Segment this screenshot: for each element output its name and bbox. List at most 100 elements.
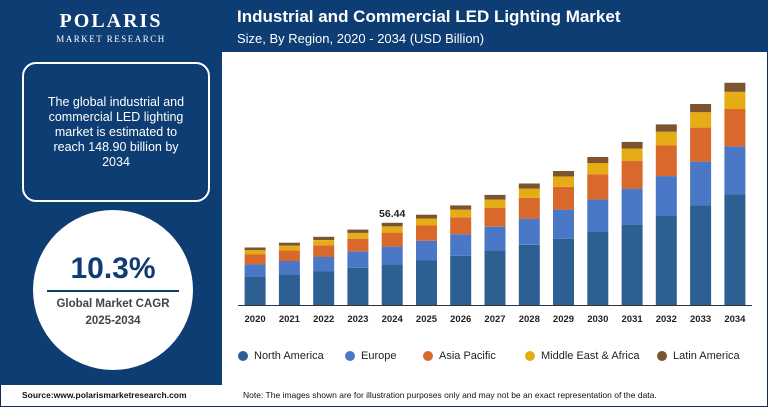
bar-segment-2027-europe bbox=[484, 226, 506, 251]
bar-segment-2020-latin-america bbox=[244, 247, 266, 251]
bar-segment-2026-north-america bbox=[450, 255, 472, 305]
bar-segment-2022-middle-east-africa bbox=[313, 240, 335, 246]
x-tick-label: 2030 bbox=[587, 314, 608, 325]
bar-segment-2020-middle-east-africa bbox=[244, 250, 266, 255]
chart-subtitle: Size, By Region, 2020 - 2034 (USD Billio… bbox=[237, 31, 485, 46]
x-tick-label: 2032 bbox=[656, 314, 677, 325]
brand-logo: POLARIS bbox=[59, 10, 163, 32]
legend-swatch bbox=[423, 351, 433, 362]
summary-text: The global industrial and commercial LED… bbox=[47, 94, 185, 169]
bar-segment-2023-asia-pacific bbox=[347, 238, 369, 252]
cagr-circle: 10.3% Global Market CAGR 2025-2034 bbox=[33, 210, 193, 370]
cagr-label: Global Market CAGR bbox=[56, 298, 170, 310]
cagr-value: 10.3% bbox=[70, 252, 156, 285]
legend-item: Europe bbox=[345, 350, 396, 362]
bar-segment-2023-europe bbox=[347, 251, 369, 268]
x-tick-label: 2033 bbox=[690, 314, 711, 325]
x-tick-label: 2024 bbox=[382, 314, 404, 325]
bar-segment-2032-middle-east-africa bbox=[655, 131, 677, 146]
bar-segment-2027-north-america bbox=[484, 250, 506, 305]
bar-segment-2020-north-america bbox=[244, 276, 266, 305]
bar-segment-2033-asia-pacific bbox=[690, 127, 712, 162]
bar-segment-2024-north-america bbox=[381, 264, 403, 305]
legend-swatch bbox=[657, 351, 667, 362]
bar-segment-2029-asia-pacific bbox=[553, 186, 574, 210]
x-tick-label: 2034 bbox=[724, 314, 746, 325]
bar-segment-2025-europe bbox=[416, 240, 437, 261]
left-panel: POLARIS MARKET RESEARCH The global indus… bbox=[0, 0, 222, 385]
bar-segment-2029-north-america bbox=[553, 238, 574, 305]
bar-segment-2028-middle-east-africa bbox=[518, 188, 540, 198]
bar-segment-2033-north-america bbox=[690, 205, 712, 305]
bar-segment-2026-latin-america bbox=[450, 205, 472, 210]
legend-label: Middle East & Africa bbox=[541, 350, 640, 363]
x-tick-label: 2021 bbox=[279, 314, 301, 325]
x-tick-label: 2023 bbox=[347, 314, 368, 325]
legend-swatch bbox=[345, 351, 355, 362]
cagr-period: 2025-2034 bbox=[85, 315, 141, 327]
bar-segment-2024-latin-america bbox=[381, 222, 403, 227]
bar-segment-2029-europe bbox=[553, 209, 574, 239]
bar-segment-2032-europe bbox=[655, 176, 677, 216]
bar-segment-2031-asia-pacific bbox=[621, 161, 643, 189]
x-tick-label: 2025 bbox=[416, 314, 438, 325]
bar-segment-2031-europe bbox=[621, 188, 643, 225]
bar-segment-2020-europe bbox=[244, 264, 266, 277]
bar-segment-2033-europe bbox=[690, 161, 712, 206]
summary-box: The global industrial and commercial LED… bbox=[22, 62, 210, 202]
chart-legend: North America Europe Asia Pacific Middle Ea… bbox=[230, 350, 760, 368]
bar-segment-2033-latin-america bbox=[690, 104, 712, 113]
stacked-bar-chart: 2020 2021 2022 2023 2024 2025 2026 2027 2028 2029… bbox=[238, 82, 752, 325]
bar-segment-2021-europe bbox=[278, 261, 300, 275]
bar-segment-2034-middle-east-africa bbox=[724, 91, 746, 109]
source-text: Source:www.polarismarketresearch.com bbox=[22, 390, 187, 400]
bar-segment-2022-asia-pacific bbox=[313, 245, 335, 257]
bar-segment-2024-asia-pacific bbox=[381, 232, 403, 247]
bar-segment-2032-north-america bbox=[655, 215, 677, 305]
x-tick-label: 2028 bbox=[519, 314, 540, 325]
bar-segment-2027-asia-pacific bbox=[484, 208, 506, 227]
bar-segment-2029-middle-east-africa bbox=[553, 176, 574, 187]
bar-segment-2028-europe bbox=[518, 218, 540, 245]
legend-item: Latin America bbox=[657, 350, 740, 362]
bar-segment-2025-latin-america bbox=[416, 214, 437, 219]
bar-segment-2025-north-america bbox=[416, 260, 437, 305]
bar-segment-2024-middle-east-africa bbox=[381, 226, 403, 233]
bar-segment-2034-north-america bbox=[724, 194, 746, 305]
bar-segment-2023-middle-east-africa bbox=[347, 232, 369, 239]
bar-segment-2034-asia-pacific bbox=[724, 109, 746, 147]
bar-segment-2025-asia-pacific bbox=[416, 225, 437, 241]
x-tick-label: 2031 bbox=[622, 314, 644, 325]
bar-segment-2022-latin-america bbox=[313, 236, 335, 240]
legend-swatch bbox=[525, 351, 535, 362]
bar-segment-2026-middle-east-africa bbox=[450, 209, 472, 218]
bar-segment-2026-europe bbox=[450, 234, 472, 256]
x-tick-label: 2020 bbox=[245, 314, 266, 325]
legend-swatch bbox=[238, 351, 248, 362]
bar-segment-2029-latin-america bbox=[553, 171, 574, 177]
bar-segment-2033-middle-east-africa bbox=[690, 112, 712, 128]
bar-segment-2030-europe bbox=[587, 199, 609, 232]
bar-segment-2031-north-america bbox=[621, 224, 643, 305]
legend-item: Asia Pacific bbox=[423, 350, 496, 362]
bar-segment-2030-latin-america bbox=[587, 157, 609, 163]
legend-item: North America bbox=[238, 350, 324, 362]
bar-segment-2021-asia-pacific bbox=[278, 250, 300, 261]
bar-segment-2030-asia-pacific bbox=[587, 174, 609, 200]
legend-label: Europe bbox=[361, 350, 397, 363]
bar-segment-2025-middle-east-africa bbox=[416, 218, 437, 226]
bar-segment-2022-europe bbox=[313, 256, 335, 272]
legend-label: Asia Pacific bbox=[439, 350, 496, 363]
x-tick-label: 2029 bbox=[553, 314, 574, 325]
bar-segment-2024-europe bbox=[381, 246, 403, 265]
bar-segment-2034-latin-america bbox=[724, 82, 746, 92]
bar-segment-2027-latin-america bbox=[484, 194, 506, 200]
cagr-divider bbox=[47, 290, 179, 292]
bar-segment-2022-north-america bbox=[313, 271, 335, 305]
bar-segment-2020-asia-pacific bbox=[244, 254, 266, 265]
bar-segment-2028-asia-pacific bbox=[518, 198, 540, 219]
bar-segment-2031-middle-east-africa bbox=[621, 148, 643, 161]
chart-title: Industrial and Commercial LED Lighting M… bbox=[237, 7, 621, 26]
bar-segment-2021-north-america bbox=[278, 274, 300, 305]
footer: Source:www.polarismarketresearch.com Not… bbox=[0, 385, 766, 405]
